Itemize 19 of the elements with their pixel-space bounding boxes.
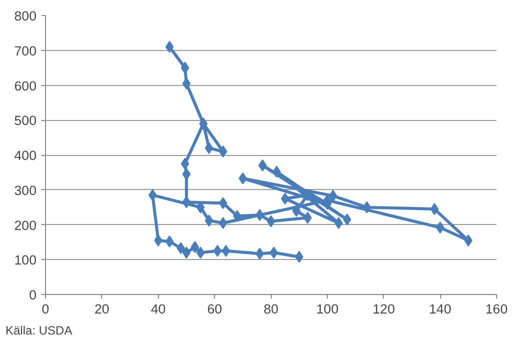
y-tick-label: 300	[14, 182, 37, 198]
y-tick-label: 500	[14, 113, 37, 128]
x-tick-label: 160	[485, 302, 508, 316]
y-tick-label: 600	[14, 78, 37, 94]
x-tick-label: 100	[316, 302, 339, 316]
x-tick-label: 0	[42, 302, 50, 316]
x-tick-label: 60	[207, 302, 222, 316]
x-tick-label: 120	[372, 302, 395, 316]
y-tick-label: 400	[14, 148, 37, 163]
y-tick-label: 100	[14, 252, 37, 268]
y-tick-label: 700	[14, 43, 37, 58]
x-tick-label: 40	[150, 302, 166, 316]
x-tick-label: 80	[264, 302, 278, 316]
text: Källa: USDA	[6, 324, 72, 338]
y-tick-label: 200	[14, 218, 37, 233]
y-tick-label: 800	[14, 8, 37, 24]
x-tick-label: 140	[429, 302, 452, 316]
x-tick-label: 20	[94, 302, 110, 316]
y-tick-label: 0	[29, 288, 37, 302]
